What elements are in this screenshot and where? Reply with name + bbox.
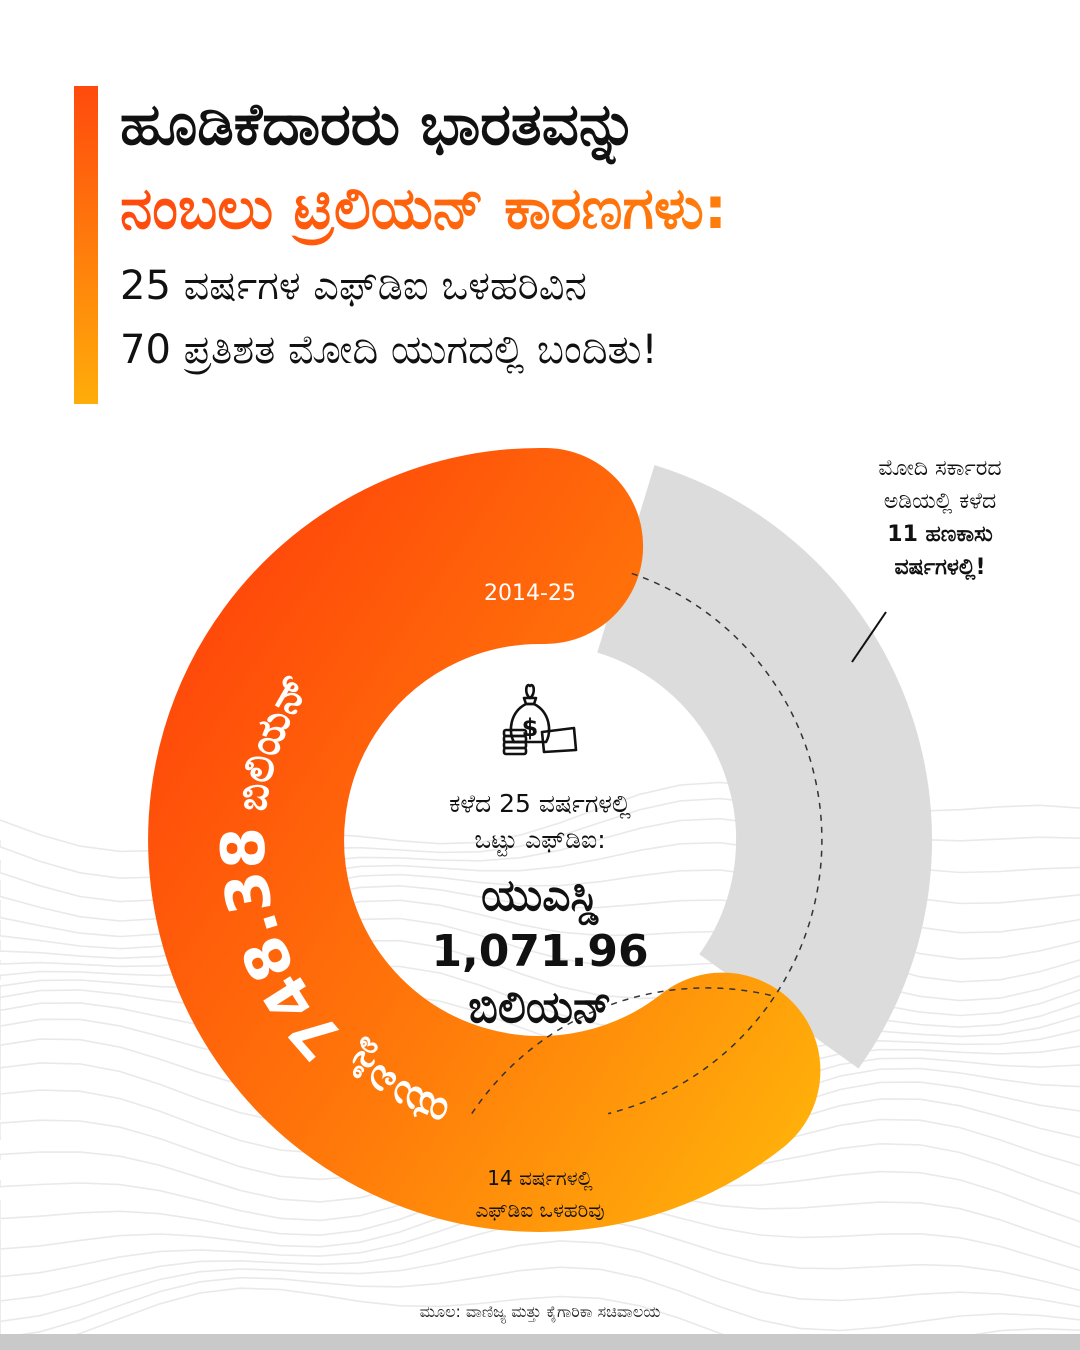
remaining-years-annotation: 14 ವರ್ಷಗಳಲ್ಲಿ ಎಫ್‌ಡಿಐ ಒಳಹರಿವು bbox=[400, 1162, 680, 1226]
gap-dash-left bbox=[471, 987, 775, 1115]
money-bag-icon: $ bbox=[502, 683, 578, 756]
donut-segment-remaining bbox=[595, 465, 933, 1069]
modi-note-line-4: ವರ್ಷಗಳಲ್ಲಿ! bbox=[894, 555, 986, 580]
source-credit: ಮೂಲ: ವಾಣಿಜ್ಯ ಮತ್ತು ಕೈಗಾರಿಕಾ ಸಚಿವಾಲಯ bbox=[419, 1302, 661, 1321]
subtitle-line-1: 25 ವರ್ಷಗಳ ಎಫ್‌ಡಿಐ ಒಳಹರಿವಿನ bbox=[120, 263, 587, 309]
gap-note-line-1: 14 ವರ್ಷಗಳಲ್ಲಿ bbox=[487, 1166, 593, 1190]
gap-dash-right bbox=[608, 572, 823, 1115]
bottom-strip bbox=[0, 1334, 1080, 1350]
subtitle-line-2: 70 ಪ್ರತಿಶತ ಮೋದಿ ಯುಗದಲ್ಲಿ ಬಂದಿತು! bbox=[120, 327, 658, 373]
segment-period: 2014-25 bbox=[484, 581, 576, 606]
total-value-line-3: ಬಿಲಿಯನ್ bbox=[468, 982, 612, 1033]
donut-segment-modi-era bbox=[148, 447, 821, 1232]
modi-note-line-2: ಅಡಿಯಲ್ಲಿ ಕಳೆದ bbox=[883, 489, 997, 514]
title-accent-bar bbox=[74, 86, 98, 404]
title-line-1: ಹೂಡಿಕೆದಾರರು ಭಾರತವನ್ನು bbox=[120, 90, 638, 158]
modi-era-annotation: ಮೋದಿ ಸರ್ಕಾರದ ಅಡಿಯಲ್ಲಿ ಕಳೆದ 11 ಹಣಕಾಸು ವರ್… bbox=[820, 452, 1060, 584]
total-value-number: 1,071.96 bbox=[431, 926, 649, 977]
total-fdi-label: ಕಳೆದ 25 ವರ್ಷಗಳಲ್ಲಿ ಒಟ್ಟು ಎಫ್‌ಡಿಐ: bbox=[340, 786, 740, 858]
gap-note-line-2: ಎಫ್‌ಡಿಐ ಒಳಹರಿವು bbox=[475, 1198, 605, 1222]
total-value-line-1: ಯುಎಸ್ಡಿ bbox=[481, 870, 599, 921]
subtitle: 25 ವರ್ಷಗಳ ಎಫ್‌ಡಿಐ ಒಳಹರಿವಿನ 70 ಪ್ರತಿಶತ ಮೋ… bbox=[120, 254, 1060, 382]
title-block: ಹೂಡಿಕೆದಾರರು ಭಾರತವನ್ನು ನಂಬಲು ಟ್ರಿಲಿಯನ್ ಕಾ… bbox=[120, 82, 1060, 382]
total-label-line-2: ಒಟ್ಟು ಎಫ್‌ಡಿಐ: bbox=[474, 825, 606, 854]
total-fdi-value: ಯುಎಸ್ಡಿ 1,071.96 ಬಿಲಿಯನ್ bbox=[340, 868, 740, 1036]
total-label-line-1: ಕಳೆದ 25 ವರ್ಷಗಳಲ್ಲಿ bbox=[449, 789, 631, 818]
modi-note-line-1: ಮೋದಿ ಸರ್ಕಾರದ bbox=[878, 456, 1002, 481]
modi-note-line-3: 11 ಹಣಕಾಸು bbox=[887, 522, 993, 547]
modi-note-pointer bbox=[851, 611, 887, 663]
svg-text:$: $ bbox=[522, 714, 539, 742]
title-line-2: ನಂಬಲು ಟ್ರಿಲಿಯನ್ ಕಾರಣಗಳು: bbox=[120, 166, 1060, 250]
